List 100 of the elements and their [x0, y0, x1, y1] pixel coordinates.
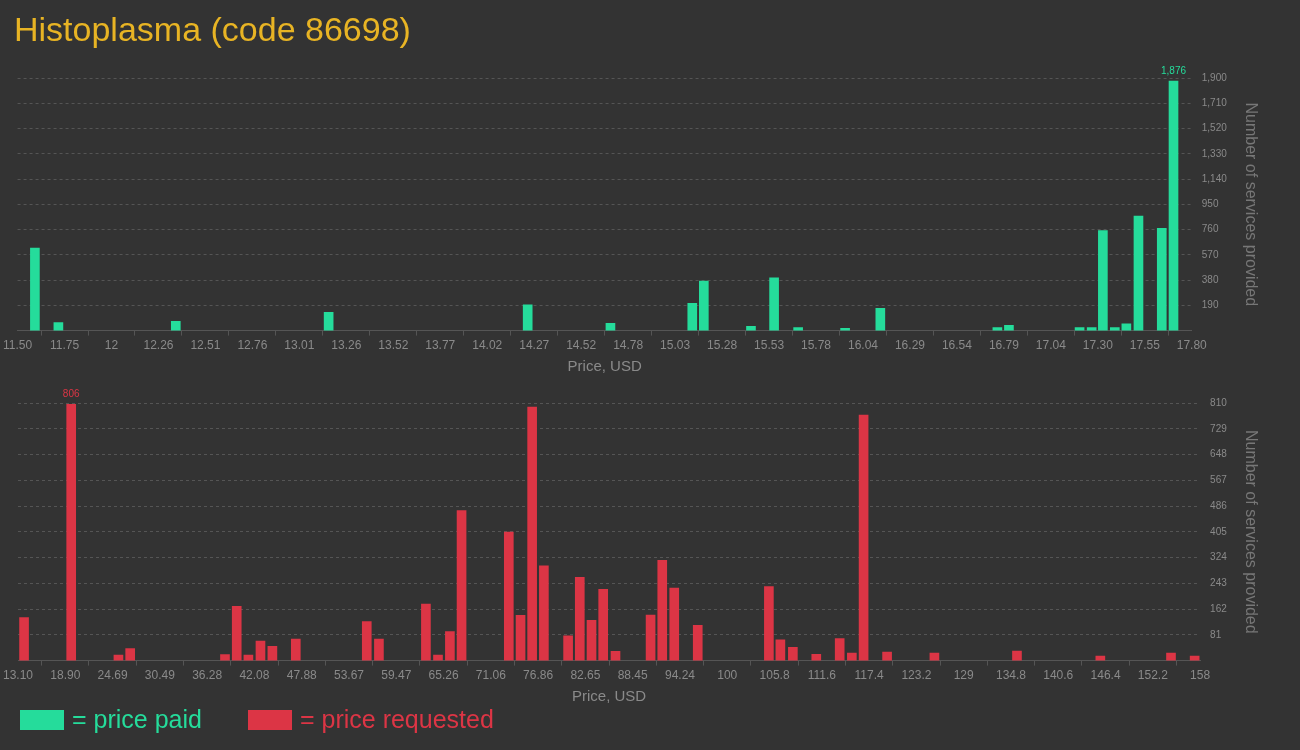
bar [53, 322, 64, 331]
x-tick-label: 158 [1190, 668, 1211, 683]
x-tick-label: 15.03 [660, 338, 691, 353]
y-axis-title: Number of services provided [1242, 102, 1260, 307]
x-tick-label: 14.02 [472, 338, 503, 353]
bar [445, 631, 455, 661]
bar [669, 587, 680, 661]
y-tick-label: 1,900 [1201, 71, 1228, 83]
x-axis-title: Price, USD [571, 687, 647, 705]
bar [433, 654, 443, 661]
x-tick-label: 47.88 [286, 668, 318, 683]
bar [882, 651, 892, 661]
y-tick-label: 380 [1201, 273, 1219, 285]
bar [361, 621, 372, 661]
y-tick-label: 810 [1210, 396, 1228, 408]
bar [847, 652, 857, 661]
x-tick-label: 17.55 [1129, 338, 1161, 353]
legend-label: = price paid [72, 705, 202, 734]
bar [456, 510, 467, 661]
bar [231, 605, 242, 661]
y-tick-label: 162 [1210, 602, 1228, 614]
y-tick-label: 950 [1201, 198, 1219, 210]
bar [1133, 215, 1144, 331]
x-tick-label: 17.80 [1176, 338, 1208, 353]
x-tick-label: 17.30 [1082, 338, 1114, 353]
bar [769, 277, 779, 331]
bar [515, 615, 526, 661]
y-tick-label: 190 [1201, 299, 1219, 311]
bar [793, 327, 803, 331]
x-tick-label: 12.26 [143, 338, 174, 353]
bar [539, 565, 549, 661]
y-tick-label: 405 [1210, 525, 1228, 537]
x-tick-label: 82.65 [570, 668, 601, 683]
bar [699, 280, 709, 331]
x-tick-label: 71.06 [475, 668, 507, 683]
x-tick-label: 88.45 [617, 668, 649, 683]
y-tick-label: 1,330 [1201, 147, 1228, 159]
bar [290, 638, 301, 661]
bar [875, 307, 886, 331]
bar [598, 589, 609, 661]
y-axis-title: Number of services provided [1242, 429, 1260, 634]
data-label: 1,876 [1160, 64, 1187, 76]
bar [1156, 228, 1167, 331]
bar [19, 617, 29, 661]
x-tick-label: 16.79 [988, 338, 1020, 353]
bar [645, 614, 656, 661]
bar [1004, 324, 1014, 331]
x-tick-label: 18.90 [50, 668, 81, 683]
bar [527, 406, 537, 661]
y-tick-label: 729 [1210, 422, 1228, 434]
x-tick-label: 59.47 [381, 668, 412, 683]
x-tick-label: 76.86 [523, 668, 554, 683]
x-tick-label: 13.26 [331, 338, 362, 353]
bar [1012, 650, 1022, 661]
bar [421, 603, 431, 661]
y-tick-label: 570 [1201, 248, 1219, 260]
x-tick-label: 13.52 [378, 338, 409, 353]
bar [374, 638, 384, 661]
x-tick-label: 30.49 [144, 668, 176, 683]
y-tick-label: 1,140 [1201, 172, 1228, 184]
y-tick-label: 324 [1210, 551, 1228, 563]
y-tick-label: 648 [1210, 448, 1228, 460]
x-tick-label: 12.76 [237, 338, 268, 353]
x-axis-title: Price, USD [567, 357, 642, 375]
x-tick-label: 24.69 [97, 668, 128, 683]
x-tick-label: 13.77 [425, 338, 456, 353]
x-tick-label: 16.04 [847, 338, 879, 353]
x-tick-label: 129 [953, 668, 975, 683]
x-tick-label: 15.53 [754, 338, 785, 353]
y-tick-label: 1,520 [1201, 122, 1228, 134]
bar [1109, 327, 1120, 331]
x-tick-label: 16.29 [894, 338, 926, 353]
bar [503, 531, 514, 661]
x-tick-label: 11.75 [49, 338, 80, 353]
x-tick-label: 15.28 [707, 338, 738, 353]
bar [657, 560, 668, 661]
x-tick-label: 16.54 [941, 338, 973, 353]
x-tick-label: 111.6 [807, 668, 837, 683]
bar [692, 624, 703, 661]
x-tick-label: 15.78 [801, 338, 832, 353]
bar [220, 654, 230, 661]
bar [1168, 80, 1179, 331]
x-tick-label: 14.78 [613, 338, 644, 353]
bar [574, 576, 585, 661]
x-tick-label: 134.8 [995, 668, 1027, 683]
bar [811, 653, 822, 661]
bar [1166, 652, 1176, 661]
data-label: 806 [62, 388, 80, 400]
legend-label: = price requested [299, 705, 494, 734]
x-tick-label: 94.24 [664, 668, 696, 683]
bar [255, 640, 266, 661]
bar [66, 403, 77, 661]
bar [764, 586, 774, 661]
bar [586, 619, 597, 661]
bar [788, 646, 798, 661]
bar [125, 648, 136, 661]
bar [170, 321, 181, 331]
bar [687, 303, 698, 331]
y-tick-label: 243 [1210, 577, 1228, 589]
x-tick-label: 17.04 [1035, 338, 1067, 353]
